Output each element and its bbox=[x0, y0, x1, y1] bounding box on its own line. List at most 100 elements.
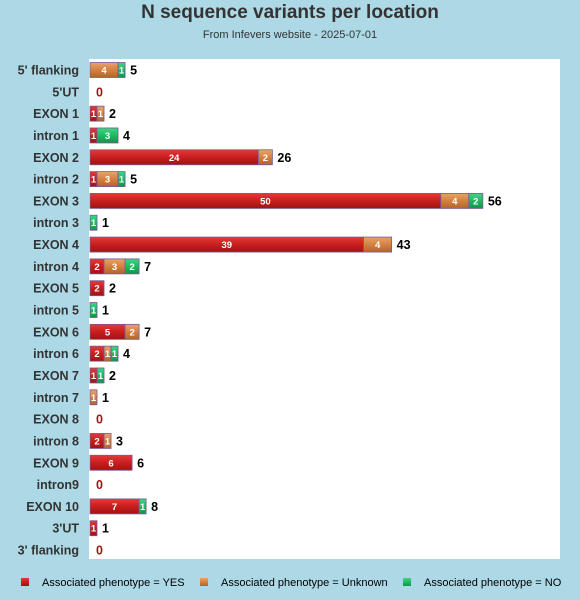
chart-title: N sequence variants per location bbox=[141, 2, 439, 23]
bar-segment bbox=[89, 214, 98, 231]
category-label-exon-4: EXON 4 bbox=[33, 238, 79, 252]
category-label-intron-7: intron 7 bbox=[33, 391, 79, 405]
segment-value-label: 39 bbox=[222, 240, 233, 251]
total-value-label: 43 bbox=[397, 238, 411, 252]
segment-value-label: 2 bbox=[129, 262, 134, 273]
bar-segment bbox=[89, 520, 98, 537]
segment-value-label: 1 bbox=[105, 436, 111, 447]
segment-value-label: 1 bbox=[91, 109, 97, 120]
segment-value-label: 3 bbox=[105, 131, 110, 142]
segment-value-label: 1 bbox=[98, 109, 104, 120]
segment-value-label: 1 bbox=[98, 371, 104, 382]
category-label-exon-5: EXON 5 bbox=[33, 282, 79, 296]
total-value-label: 2 bbox=[109, 282, 116, 296]
total-value-label: 56 bbox=[488, 194, 502, 208]
bar-segment bbox=[468, 193, 484, 209]
category-label-exon-3: EXON 3 bbox=[33, 194, 79, 208]
total-value-label: 26 bbox=[277, 151, 291, 165]
total-value-label: 1 bbox=[102, 216, 109, 230]
segment-value-label: 7 bbox=[112, 502, 117, 513]
total-value-label: 0 bbox=[96, 544, 103, 558]
category-label-exon-8: EXON 8 bbox=[33, 413, 79, 427]
bar-segment bbox=[117, 171, 126, 188]
segment-value-label: 1 bbox=[91, 218, 97, 229]
segment-value-label: 3 bbox=[112, 262, 117, 273]
segment-value-label: 1 bbox=[119, 66, 125, 77]
bar-segment bbox=[117, 62, 126, 78]
total-value-label: 0 bbox=[96, 478, 103, 492]
segment-value-label: 1 bbox=[91, 393, 97, 404]
legend-swatch-0[interactable] bbox=[21, 578, 29, 586]
segment-value-label: 1 bbox=[91, 306, 97, 317]
bar-segment bbox=[363, 236, 393, 253]
category-label-exon-1: EXON 1 bbox=[33, 107, 79, 121]
segment-value-label: 4 bbox=[452, 196, 458, 207]
category-label-intron-3: intron 3 bbox=[33, 216, 79, 230]
category-label-3-flanking: 3' flanking bbox=[18, 544, 79, 558]
segment-value-label: 4 bbox=[101, 66, 107, 77]
segment-value-label: 2 bbox=[94, 436, 99, 447]
bar-segment bbox=[89, 389, 98, 406]
bar-segment bbox=[96, 127, 119, 144]
category-label-intron9: intron9 bbox=[37, 478, 79, 492]
segment-value-label: 5 bbox=[105, 327, 111, 338]
legend-swatch-2[interactable] bbox=[403, 578, 411, 586]
legend-label-2[interactable]: Associated phenotype = NO bbox=[424, 577, 562, 589]
segment-value-label: 4 bbox=[375, 240, 381, 251]
category-label-5-ut: 5'UT bbox=[52, 85, 79, 99]
segment-value-label: 3 bbox=[105, 175, 110, 186]
category-label-intron-2: intron 2 bbox=[33, 173, 79, 187]
category-label-exon-6: EXON 6 bbox=[33, 325, 79, 339]
segment-value-label: 1 bbox=[112, 349, 118, 360]
category-label-intron-1: intron 1 bbox=[33, 129, 79, 143]
segment-value-label: 1 bbox=[140, 502, 146, 513]
total-value-label: 4 bbox=[123, 347, 130, 361]
legend-label-1[interactable]: Associated phenotype = Unknown bbox=[221, 577, 388, 589]
category-label-exon-2: EXON 2 bbox=[33, 151, 79, 165]
segment-value-label: 2 bbox=[473, 196, 478, 207]
total-value-label: 5 bbox=[130, 173, 137, 187]
bar-segment bbox=[89, 302, 98, 318]
segment-value-label: 1 bbox=[91, 175, 97, 186]
total-value-label: 6 bbox=[137, 456, 144, 470]
segment-value-label: 2 bbox=[94, 262, 99, 273]
segment-value-label: 50 bbox=[260, 196, 271, 207]
category-label-5-flanking: 5' flanking bbox=[18, 64, 79, 78]
category-label-intron-5: intron 5 bbox=[33, 304, 79, 318]
category-label-exon-9: EXON 9 bbox=[33, 456, 79, 470]
segment-value-label: 1 bbox=[91, 131, 97, 142]
legend-label-0[interactable]: Associated phenotype = YES bbox=[42, 577, 185, 589]
segment-value-label: 2 bbox=[263, 153, 268, 164]
segment-value-label: 1 bbox=[91, 524, 97, 535]
bar-segment bbox=[257, 149, 273, 166]
total-value-label: 7 bbox=[144, 325, 151, 339]
bar-segment bbox=[89, 280, 105, 297]
category-label-exon-7: EXON 7 bbox=[33, 369, 79, 383]
category-label-intron-4: intron 4 bbox=[33, 260, 79, 274]
total-value-label: 1 bbox=[102, 522, 109, 536]
total-value-label: 3 bbox=[116, 434, 123, 448]
category-label-exon-10: EXON 10 bbox=[26, 500, 79, 514]
segment-value-label: 1 bbox=[119, 175, 125, 186]
segment-value-label: 6 bbox=[108, 458, 113, 469]
category-label-intron-6: intron 6 bbox=[33, 347, 79, 361]
chart-subtitle: From Infevers website - 2025-07-01 bbox=[202, 29, 378, 41]
segment-value-label: 2 bbox=[129, 327, 134, 338]
total-value-label: 1 bbox=[102, 391, 109, 405]
bar-segment bbox=[89, 454, 133, 471]
bar-segment bbox=[124, 323, 140, 340]
category-label-intron-8: intron 8 bbox=[33, 434, 79, 448]
total-value-label: 7 bbox=[144, 260, 151, 274]
segment-value-label: 2 bbox=[94, 284, 99, 295]
bar-segment bbox=[96, 105, 105, 122]
segment-value-label: 1 bbox=[105, 349, 111, 360]
legend-swatch-1[interactable] bbox=[200, 578, 208, 586]
bar-segment bbox=[103, 433, 112, 449]
total-value-label: 1 bbox=[102, 304, 109, 318]
total-value-label: 0 bbox=[96, 85, 103, 99]
total-value-label: 0 bbox=[96, 413, 103, 427]
total-value-label: 2 bbox=[109, 107, 116, 121]
total-value-label: 8 bbox=[151, 500, 158, 514]
bar-segment bbox=[138, 498, 147, 515]
